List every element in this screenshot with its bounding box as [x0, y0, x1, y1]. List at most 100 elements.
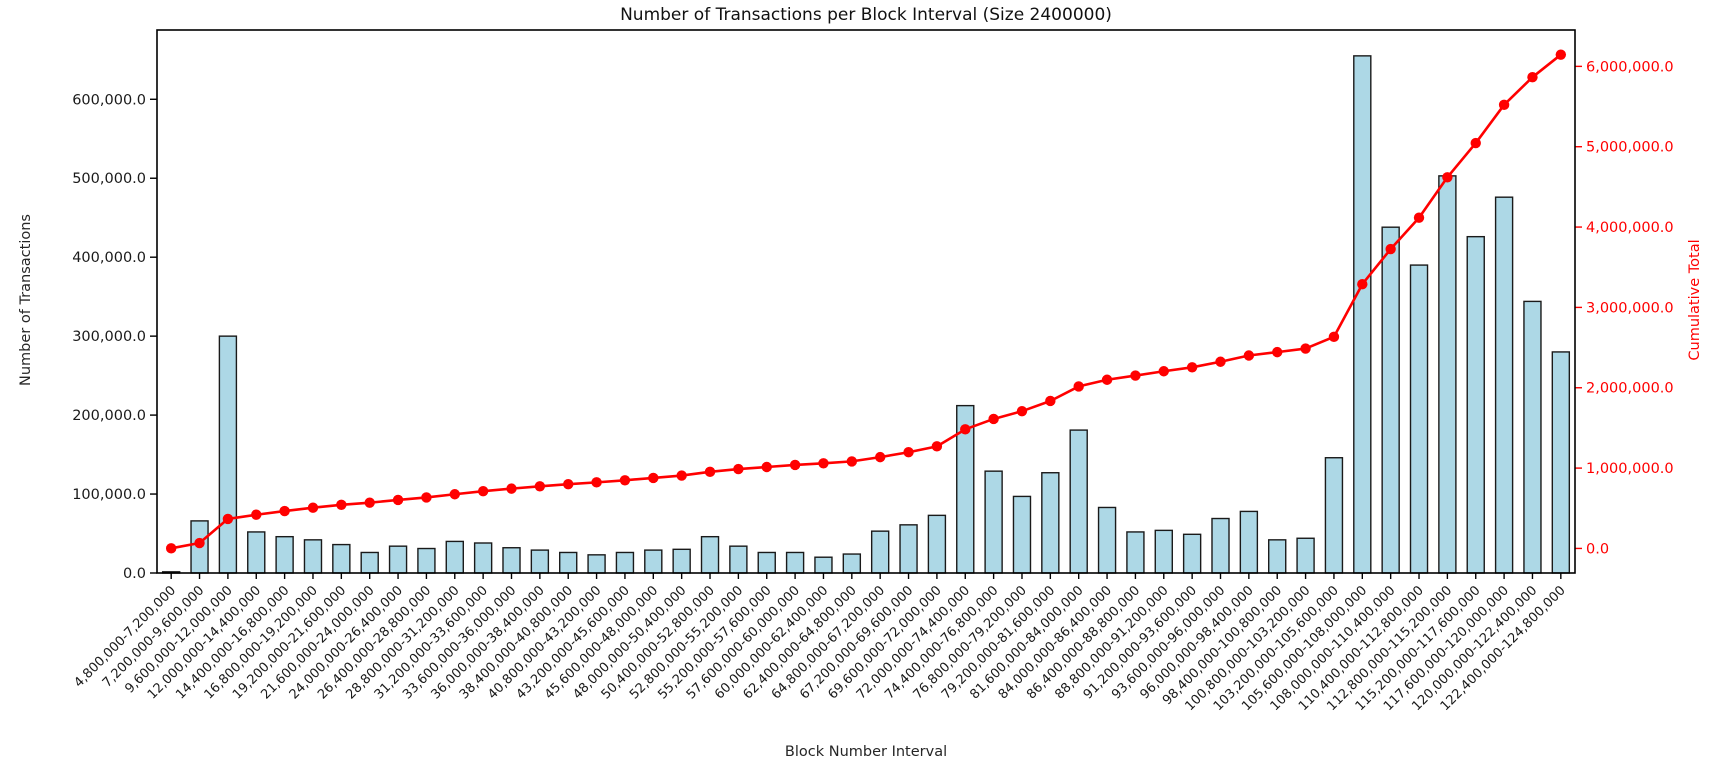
data-point-marker — [988, 413, 999, 425]
y-axis-label-left: Number of Transactions — [18, 214, 34, 386]
bar — [785, 551, 805, 574]
bar — [587, 554, 606, 574]
data-point-marker — [1158, 366, 1169, 377]
bar — [644, 549, 663, 574]
bar — [1069, 429, 1088, 574]
data-point-marker — [846, 456, 858, 467]
bar — [1296, 537, 1315, 574]
data-point-marker — [1527, 71, 1538, 83]
bar — [729, 545, 748, 574]
data-point-marker — [960, 424, 971, 435]
bar — [899, 524, 918, 574]
data-point-marker — [1498, 99, 1510, 111]
bar — [615, 551, 635, 574]
bar — [870, 530, 890, 574]
bar — [360, 551, 379, 574]
data-point-marker — [477, 485, 489, 497]
data-point-marker — [903, 447, 914, 458]
data-point-marker — [1300, 343, 1311, 354]
data-point-marker — [931, 441, 943, 452]
plot-border — [156, 29, 1576, 574]
data-point-marker — [165, 543, 177, 554]
data-point-marker — [1470, 137, 1481, 149]
bar — [927, 514, 947, 574]
data-point-marker — [818, 458, 829, 469]
bar — [1211, 517, 1230, 574]
data-point-marker — [761, 461, 772, 473]
data-point-marker — [194, 537, 205, 549]
data-point-marker — [1413, 212, 1425, 223]
bar — [700, 535, 720, 574]
bar — [1494, 196, 1514, 574]
data-point-marker — [1555, 49, 1567, 60]
data-point-marker — [392, 494, 404, 506]
data-point-marker — [1385, 243, 1396, 255]
data-point-marker — [336, 499, 347, 510]
data-point-marker — [1215, 356, 1226, 367]
y-axis-label-right: Cumulative Total — [1687, 239, 1703, 361]
bar — [417, 547, 436, 574]
bar — [473, 542, 493, 574]
bar — [530, 549, 550, 574]
y-axis-tick-label: 5,000,000.0 — [1586, 140, 1674, 156]
y-axis-tick-label: 0.0 — [123, 566, 146, 582]
y-axis-tick-label: 3,000,000.0 — [1586, 300, 1674, 316]
y-axis-tick-label: 500,000.0 — [72, 171, 146, 187]
y-axis-tick-label: 4,000,000.0 — [1586, 220, 1674, 236]
bar — [247, 531, 266, 574]
data-point-marker — [307, 502, 319, 513]
bar — [275, 535, 294, 574]
data-point-marker — [1357, 279, 1368, 290]
y-axis-tick-label: 400,000.0 — [72, 250, 146, 266]
y-axis-tick-label: 600,000.0 — [72, 92, 146, 108]
data-point-marker — [222, 513, 234, 525]
bar — [814, 556, 833, 574]
bar — [1523, 300, 1542, 574]
y-axis-tick-label: 100,000.0 — [72, 487, 146, 503]
bar — [388, 545, 408, 574]
bar — [502, 547, 521, 574]
data-point-marker — [279, 505, 290, 517]
data-point-marker — [506, 483, 517, 494]
bar — [303, 539, 323, 574]
data-point-marker — [1272, 346, 1283, 358]
bar — [559, 551, 578, 574]
data-point-marker — [449, 489, 460, 500]
data-point-marker — [733, 463, 744, 475]
y-axis-tick-label: 1,000,000.0 — [1586, 461, 1674, 477]
bar — [984, 470, 1003, 574]
data-point-marker — [1130, 370, 1141, 381]
bar — [332, 543, 351, 574]
data-point-marker — [704, 466, 716, 478]
bar — [1353, 55, 1372, 574]
chart-title: Number of Transactions per Block Interva… — [620, 5, 1112, 25]
bar — [1409, 264, 1429, 574]
x-axis-ticks: 4,800,000-7,200,0007,200,000-9,600,0009,… — [72, 573, 1569, 714]
y-axis-tick-label: 200,000.0 — [72, 408, 146, 424]
data-point-marker — [364, 497, 375, 508]
bar — [757, 551, 776, 574]
bar — [1438, 175, 1457, 574]
data-point-marker — [1073, 381, 1084, 392]
data-point-marker — [251, 509, 262, 520]
bar — [1239, 510, 1259, 574]
data-point-marker — [1328, 331, 1340, 343]
y-axis-tick-label: 6,000,000.0 — [1586, 59, 1674, 75]
data-point-marker — [534, 481, 546, 492]
bar — [842, 553, 862, 574]
bar — [1182, 533, 1202, 574]
data-point-marker — [676, 470, 687, 481]
bar — [672, 548, 691, 574]
data-point-marker — [789, 459, 801, 471]
bar — [1097, 506, 1117, 574]
data-point-marker — [1186, 362, 1198, 373]
bar — [218, 335, 238, 574]
y-axis-tick-label: 0.0 — [1586, 541, 1609, 557]
data-point-marker — [421, 492, 432, 503]
bar — [1012, 495, 1032, 574]
data-point-marker — [874, 451, 886, 463]
x-axis-label: Block Number Interval — [784, 744, 948, 760]
bar — [1466, 235, 1485, 574]
